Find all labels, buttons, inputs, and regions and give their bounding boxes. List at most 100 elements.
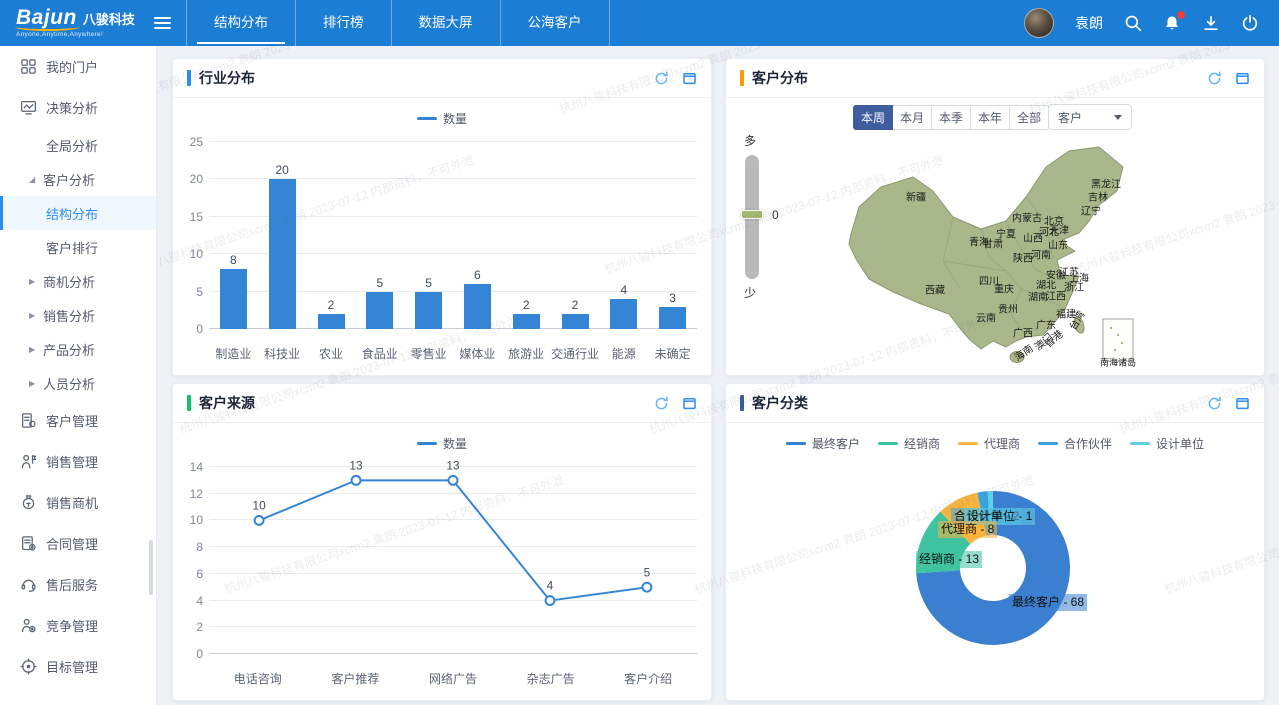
- download-icon[interactable]: [1202, 14, 1220, 32]
- navbar-tab[interactable]: 数据大屏: [392, 0, 501, 46]
- maximize-icon[interactable]: [1235, 71, 1250, 86]
- navbar-tab[interactable]: 排行榜: [296, 0, 392, 46]
- data-point[interactable]: [253, 514, 265, 526]
- visualmap-value: 0: [772, 208, 779, 222]
- legend-item[interactable]: 代理商: [957, 435, 1020, 452]
- province-label: 浙江: [1064, 282, 1084, 294]
- maximize-icon[interactable]: [1235, 396, 1250, 411]
- power-logout-icon[interactable]: [1241, 14, 1259, 32]
- maximize-icon[interactable]: [682, 71, 697, 86]
- bar-chart: 数量 0 5 10 15 20 25 8 20 2 5 5 6 2 2 4 3 制造业 科技业 农业 食品业 零售业 媒体业…: [173, 98, 711, 375]
- avatar[interactable]: [1024, 8, 1054, 38]
- province-label: 宁夏: [996, 229, 1016, 241]
- navbar-tab[interactable]: 公海客户: [501, 0, 610, 46]
- province-label: 黑龙江: [1091, 179, 1121, 191]
- sidebar-item[interactable]: 合同管理: [0, 523, 156, 564]
- notification-bell-icon[interactable]: [1163, 11, 1185, 32]
- province-label: 贵州: [998, 304, 1018, 316]
- sidebar-scrollbar[interactable]: [149, 540, 153, 595]
- china-map[interactable]: [821, 129, 1166, 374]
- visualmap-max-label: 多: [744, 134, 757, 148]
- filter-button[interactable]: 本季: [931, 105, 972, 130]
- chart-legend: 数量: [173, 435, 711, 452]
- sidebar-item[interactable]: ◢ 客户分析: [0, 162, 156, 196]
- sidebar-item[interactable]: 销售管理: [0, 441, 156, 482]
- chart-legend: 最终客户 经销商 代理商 合作伙伴 设计单位: [726, 435, 1264, 452]
- sidebar-item[interactable]: 目标管理: [0, 646, 156, 687]
- filter-button[interactable]: 全部: [1009, 105, 1050, 130]
- province-label: 辽宁: [1081, 206, 1101, 218]
- data-point[interactable]: [641, 581, 653, 593]
- visualmap-min-label: 少: [744, 286, 757, 300]
- sidebar-item[interactable]: 客户管理: [0, 400, 156, 441]
- navbar-tabs: 结构分布 排行榜 数据大屏 公海客户: [186, 0, 610, 46]
- sidebar-item[interactable]: 决策分析: [0, 87, 156, 128]
- legend-item[interactable]: 经销商: [877, 435, 940, 452]
- customer-dropdown[interactable]: 客户: [1048, 104, 1132, 130]
- x-axis-labels: 制造业 科技业 农业 食品业 零售业 媒体业 旅游业 交通行业 能源 未确定: [209, 345, 697, 363]
- data-point[interactable]: [447, 474, 459, 486]
- customer-icon: [20, 412, 37, 429]
- sidebar-item-label: 客户分析: [43, 172, 96, 188]
- bar-value-label: 3: [669, 290, 676, 305]
- sidebar-item[interactable]: 竞争管理: [0, 605, 156, 646]
- data-point[interactable]: [350, 474, 362, 486]
- panel-title: 客户分布: [752, 70, 808, 86]
- refresh-icon[interactable]: [1207, 396, 1222, 411]
- bar-value-label: 2: [571, 298, 579, 313]
- top-navbar: Bajun 八骏科技 Anyone,Anytime,Anywhere! 结构分布…: [0, 0, 1279, 46]
- sidebar-item[interactable]: 销售商机: [0, 482, 156, 523]
- sidebar-item-label: 竞争管理: [46, 619, 99, 634]
- legend-item[interactable]: 合作伙伴: [1038, 435, 1112, 452]
- hamburger-menu-icon[interactable]: [154, 17, 171, 29]
- bar-rect: [512, 314, 540, 329]
- sidebar-item[interactable]: 我的门户: [0, 46, 156, 87]
- sidebar-item[interactable]: 全局分析: [0, 128, 156, 162]
- y-axis-tick: 12: [189, 486, 203, 501]
- line-series: 10 13 13 4 5: [252, 458, 653, 607]
- y-axis-tick: 2: [196, 620, 203, 635]
- legend-item[interactable]: 最终客户: [785, 435, 860, 452]
- filter-button[interactable]: 本年: [970, 105, 1011, 130]
- sidebar-item[interactable]: 结构分布: [0, 196, 156, 230]
- sidebar-item[interactable]: ▶ 产品分析: [0, 332, 156, 366]
- province-label: 福建: [1056, 309, 1076, 321]
- refresh-icon[interactable]: [654, 71, 669, 86]
- province-label: 海南: [1012, 343, 1036, 364]
- bar-value-label: 2: [327, 298, 335, 313]
- province-label: 重庆: [994, 284, 1014, 296]
- legend-item[interactable]: 设计单位: [1130, 435, 1204, 452]
- y-axis-tick: 25: [189, 135, 203, 149]
- navbar-tab[interactable]: 结构分布: [186, 0, 296, 46]
- province-label: 江西: [1046, 291, 1066, 303]
- legend-item[interactable]: 数量: [416, 110, 467, 127]
- search-icon[interactable]: [1124, 14, 1142, 32]
- legend-item[interactable]: 数量: [416, 435, 467, 452]
- province-label: 甘肃: [983, 239, 1003, 251]
- pie-label: 设计单位 - 1: [964, 508, 1036, 525]
- refresh-icon[interactable]: [654, 396, 669, 411]
- refresh-icon[interactable]: [1207, 71, 1222, 86]
- data-point[interactable]: [544, 595, 556, 607]
- sidebar-item-label: 全局分析: [46, 138, 99, 154]
- bar: 2: [553, 142, 597, 329]
- sidebar-item[interactable]: 售后服务: [0, 564, 156, 605]
- sidebar-item-label: 销售商机: [46, 496, 99, 511]
- filter-button[interactable]: 本月: [892, 105, 933, 130]
- point-value-label: 5: [644, 565, 651, 579]
- bar-value-label: 20: [275, 163, 289, 178]
- collapse-arrow-icon: ▶: [29, 310, 36, 320]
- province-label: 台湾: [1067, 309, 1088, 333]
- visualmap-slider[interactable]: [741, 155, 763, 279]
- province-label: 安徽: [1046, 270, 1066, 282]
- bar: 8: [211, 142, 255, 329]
- username: 袁朗: [1075, 15, 1103, 31]
- y-axis-tick: 10: [189, 247, 203, 262]
- sidebar-item[interactable]: ▶ 销售分析: [0, 298, 156, 332]
- maximize-icon[interactable]: [682, 396, 697, 411]
- filter-button[interactable]: 本周: [853, 105, 894, 130]
- sidebar-item[interactable]: ▶ 商机分析: [0, 264, 156, 298]
- visualmap-handle[interactable]: [741, 210, 763, 219]
- sidebar-item[interactable]: 客户排行: [0, 230, 156, 264]
- sidebar-item[interactable]: ▶ 人员分析: [0, 366, 156, 400]
